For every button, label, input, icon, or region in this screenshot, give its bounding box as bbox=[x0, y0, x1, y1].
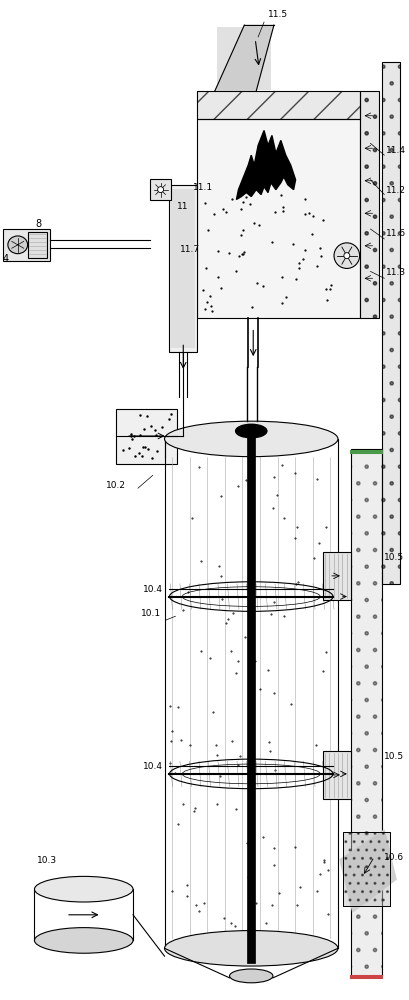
Text: 11.5: 11.5 bbox=[268, 10, 288, 19]
Text: 10.5: 10.5 bbox=[384, 752, 405, 761]
Text: 10.4: 10.4 bbox=[143, 585, 163, 594]
Ellipse shape bbox=[229, 969, 273, 983]
Text: 10.6: 10.6 bbox=[384, 853, 405, 862]
Ellipse shape bbox=[236, 424, 267, 438]
Bar bbox=[116, 409, 178, 464]
Text: 10.1: 10.1 bbox=[141, 609, 161, 618]
Bar bbox=[197, 119, 360, 318]
Bar bbox=[3, 229, 50, 261]
Polygon shape bbox=[215, 25, 274, 91]
Ellipse shape bbox=[334, 243, 360, 268]
Text: 10.4: 10.4 bbox=[143, 762, 163, 771]
Ellipse shape bbox=[34, 928, 133, 953]
Ellipse shape bbox=[164, 931, 338, 966]
Ellipse shape bbox=[164, 421, 338, 457]
Bar bbox=[351, 449, 382, 976]
Bar bbox=[360, 91, 379, 318]
Bar bbox=[27, 232, 47, 258]
Bar bbox=[323, 552, 351, 600]
Ellipse shape bbox=[8, 236, 27, 254]
Bar bbox=[382, 62, 400, 584]
Bar bbox=[150, 179, 171, 200]
Bar bbox=[171, 189, 195, 348]
Bar bbox=[343, 832, 390, 906]
Text: 11.6: 11.6 bbox=[386, 229, 407, 238]
Ellipse shape bbox=[157, 187, 164, 193]
Ellipse shape bbox=[344, 253, 350, 259]
Polygon shape bbox=[236, 131, 296, 199]
Bar bbox=[197, 91, 360, 119]
Text: 4: 4 bbox=[3, 254, 9, 264]
Text: 8: 8 bbox=[36, 219, 42, 229]
Ellipse shape bbox=[34, 876, 133, 902]
Bar bbox=[382, 62, 400, 584]
Text: 11.7: 11.7 bbox=[180, 245, 200, 254]
Bar bbox=[247, 424, 255, 963]
Text: 11.1: 11.1 bbox=[193, 183, 213, 192]
Text: 11.2: 11.2 bbox=[386, 186, 406, 195]
Bar bbox=[217, 27, 271, 90]
Bar bbox=[169, 185, 197, 352]
Bar bbox=[351, 449, 382, 976]
Bar bbox=[360, 91, 379, 318]
Text: 10.5: 10.5 bbox=[384, 553, 405, 562]
Text: 10.2: 10.2 bbox=[106, 481, 126, 490]
Text: 10.3: 10.3 bbox=[38, 856, 58, 865]
Text: 11: 11 bbox=[178, 202, 189, 211]
Text: 11.3: 11.3 bbox=[386, 268, 407, 277]
Polygon shape bbox=[340, 830, 396, 912]
Bar bbox=[197, 91, 360, 119]
Bar bbox=[343, 832, 390, 906]
Text: 11.4: 11.4 bbox=[386, 146, 406, 155]
Bar bbox=[323, 751, 351, 799]
